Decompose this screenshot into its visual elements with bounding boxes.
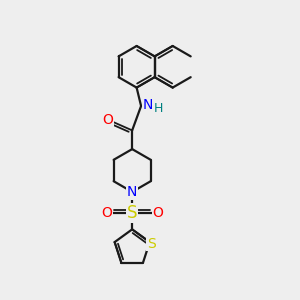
Text: S: S	[147, 237, 156, 250]
Text: O: O	[102, 113, 113, 127]
Text: S: S	[127, 204, 137, 222]
Text: H: H	[154, 103, 164, 116]
Text: N: N	[142, 98, 153, 112]
Text: N: N	[127, 185, 137, 199]
Text: O: O	[101, 206, 112, 220]
Text: O: O	[152, 206, 163, 220]
